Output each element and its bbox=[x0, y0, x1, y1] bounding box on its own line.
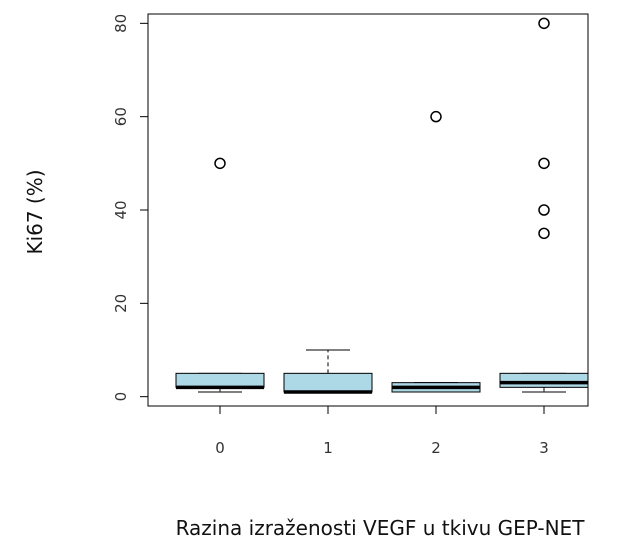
y-tick-label: 80 bbox=[112, 14, 130, 33]
box bbox=[499, 372, 589, 388]
outlier-point bbox=[214, 157, 226, 170]
axes: 0 20 40 60 80 0 1 2 3 bbox=[112, 13, 589, 457]
x-axis-title: Razina izraženosti VEGF u tkivu GEP-NET bbox=[176, 516, 586, 540]
box-group-1 bbox=[283, 349, 373, 394]
y-tick-label: 40 bbox=[112, 200, 130, 219]
plot-frame bbox=[147, 13, 589, 407]
y-tick-label: 60 bbox=[112, 107, 130, 126]
x-tick-label: 0 bbox=[215, 439, 225, 457]
x-tick-label: 3 bbox=[539, 439, 549, 457]
y-tick-label: 20 bbox=[112, 294, 130, 313]
box bbox=[283, 372, 373, 393]
plot-area bbox=[175, 17, 589, 394]
box-group-2 bbox=[391, 110, 481, 393]
x-tick-label: 2 bbox=[431, 439, 441, 457]
outlier-point bbox=[538, 17, 550, 30]
outlier-point bbox=[538, 157, 550, 170]
box bbox=[175, 372, 265, 388]
outlier-point bbox=[538, 204, 550, 216]
y-tick-label: 0 bbox=[112, 392, 130, 402]
outlier-point bbox=[430, 110, 442, 123]
box-group-3 bbox=[499, 17, 589, 393]
box-group-0 bbox=[175, 157, 265, 393]
y-axis-title: Ki67 (%) bbox=[23, 169, 47, 254]
outlier-point bbox=[538, 227, 550, 240]
x-tick-label: 1 bbox=[323, 439, 333, 457]
